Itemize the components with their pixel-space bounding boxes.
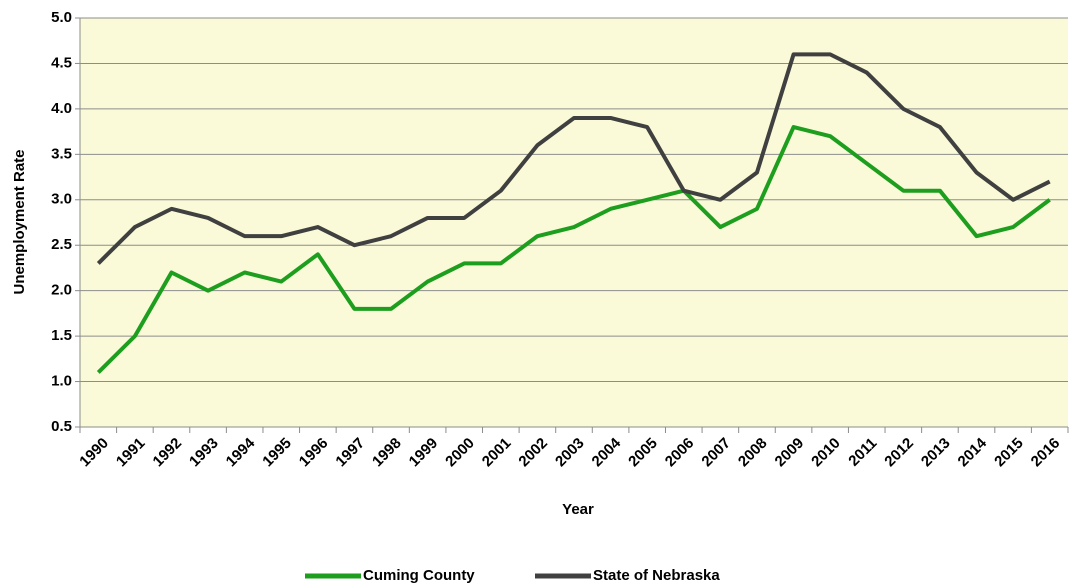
y-axis-label: Unemployment Rate xyxy=(11,149,28,294)
y-tick-label: 1.5 xyxy=(51,327,72,344)
plot-area xyxy=(80,18,1068,427)
x-tick-label: 2009 xyxy=(772,435,808,471)
legend-label: Cuming County xyxy=(363,567,475,584)
legend-label: State of Nebraska xyxy=(593,567,720,584)
x-tick-label: 2002 xyxy=(515,435,551,471)
x-tick-label: 2008 xyxy=(735,435,771,471)
y-tick-label: 0.5 xyxy=(51,418,72,435)
x-tick-label: 2000 xyxy=(442,435,478,471)
series-line xyxy=(96,125,1051,374)
x-tick-label: 2003 xyxy=(552,435,588,471)
x-tick-label: 2016 xyxy=(1028,435,1064,471)
y-tick-label: 4.0 xyxy=(51,100,72,117)
x-tick-label: 2011 xyxy=(845,435,880,470)
x-tick-label: 1990 xyxy=(76,435,112,471)
x-tick-label: 2015 xyxy=(991,435,1027,471)
x-tick-label: 2013 xyxy=(918,435,954,471)
x-tick-label: 2007 xyxy=(698,435,734,471)
x-axis-label: Year xyxy=(562,501,594,518)
x-tick-label: 2005 xyxy=(625,435,661,471)
x-tick-label: 1995 xyxy=(259,435,295,471)
x-tick-label: 1993 xyxy=(186,435,222,471)
x-tick-label: 1999 xyxy=(406,435,442,471)
x-tick-label: 2006 xyxy=(662,435,698,471)
x-tick-label: 1994 xyxy=(223,434,259,470)
x-tick-label: 1998 xyxy=(369,435,405,471)
y-tick-label: 1.0 xyxy=(51,373,72,390)
x-tick-label: 2001 xyxy=(479,435,515,471)
x-tick-label: 1991 xyxy=(113,435,149,471)
series-line xyxy=(96,52,1051,265)
x-tick-label: 1996 xyxy=(296,435,332,471)
x-tick-label: 1997 xyxy=(332,435,368,471)
x-tick-label: 2004 xyxy=(589,434,625,470)
x-tick-label: 2012 xyxy=(881,435,917,471)
y-tick-label: 3.5 xyxy=(51,145,72,162)
y-tick-label: 3.0 xyxy=(51,191,72,208)
y-tick-label: 4.5 xyxy=(51,54,72,71)
y-tick-label: 2.0 xyxy=(51,282,72,299)
x-tick-label: 1992 xyxy=(149,435,185,471)
y-tick-label: 5.0 xyxy=(51,9,72,26)
x-tick-label: 2010 xyxy=(808,435,844,471)
x-tick-label: 2014 xyxy=(955,434,991,470)
y-tick-label: 2.5 xyxy=(51,236,72,253)
